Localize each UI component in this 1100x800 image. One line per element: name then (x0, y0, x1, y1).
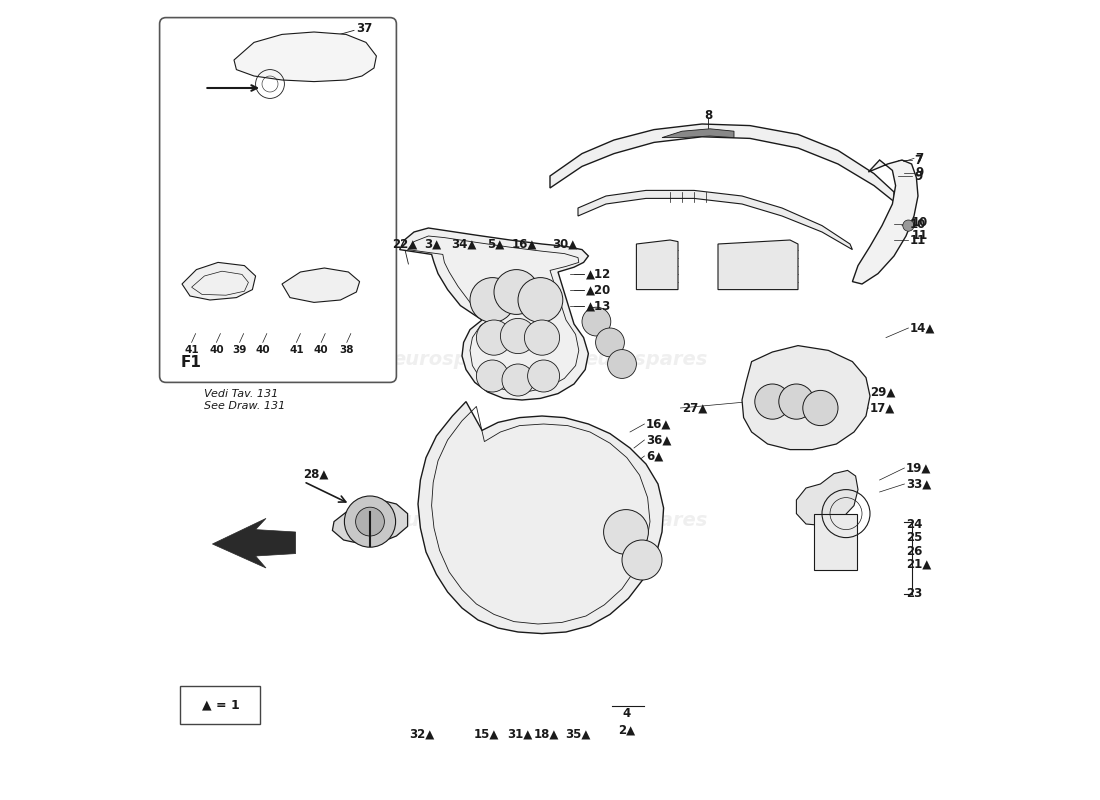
Text: 39: 39 (232, 345, 246, 354)
Circle shape (344, 496, 396, 547)
Text: 15▲: 15▲ (473, 727, 498, 740)
Polygon shape (399, 228, 588, 400)
Circle shape (476, 360, 508, 392)
Text: eurospares: eurospares (393, 510, 516, 530)
Text: ▲13: ▲13 (586, 299, 612, 312)
Text: 38: 38 (340, 345, 354, 354)
Text: 28▲: 28▲ (304, 467, 329, 480)
Text: ▲12: ▲12 (586, 267, 612, 280)
Polygon shape (182, 262, 255, 300)
Text: 10: 10 (912, 216, 927, 229)
Text: 9: 9 (915, 166, 924, 179)
Text: 27▲: 27▲ (682, 402, 707, 414)
Text: 17▲: 17▲ (870, 402, 895, 414)
FancyBboxPatch shape (179, 686, 261, 724)
Polygon shape (718, 240, 798, 290)
Circle shape (470, 278, 515, 322)
Circle shape (502, 364, 534, 396)
Text: 19▲: 19▲ (906, 462, 932, 474)
Circle shape (476, 320, 512, 355)
Polygon shape (550, 124, 894, 202)
FancyBboxPatch shape (814, 514, 857, 570)
Polygon shape (332, 500, 408, 544)
Circle shape (779, 384, 814, 419)
Text: eurospares: eurospares (584, 350, 707, 370)
Text: 32▲: 32▲ (409, 727, 434, 740)
Circle shape (518, 278, 563, 322)
Text: 9: 9 (914, 170, 922, 182)
Circle shape (803, 390, 838, 426)
Circle shape (494, 270, 539, 314)
Circle shape (582, 307, 610, 336)
Text: 5▲: 5▲ (487, 238, 504, 250)
Text: 35▲: 35▲ (565, 727, 591, 740)
Text: eurospares: eurospares (393, 350, 516, 370)
Polygon shape (418, 402, 663, 634)
Text: eurospares: eurospares (584, 510, 707, 530)
Text: 22▲: 22▲ (392, 238, 417, 250)
Text: 40: 40 (255, 345, 271, 354)
Text: 37: 37 (356, 22, 373, 34)
Text: See Draw. 131: See Draw. 131 (205, 401, 286, 410)
Polygon shape (742, 346, 870, 450)
Circle shape (595, 328, 625, 357)
Text: 30▲: 30▲ (552, 238, 578, 250)
Polygon shape (662, 129, 734, 138)
Circle shape (500, 318, 536, 354)
Polygon shape (212, 518, 296, 568)
Text: 41: 41 (185, 345, 199, 354)
Text: ▲20: ▲20 (586, 283, 612, 296)
Text: 3▲: 3▲ (425, 238, 442, 250)
Text: 25: 25 (906, 531, 923, 544)
FancyBboxPatch shape (160, 18, 396, 382)
Circle shape (604, 510, 648, 554)
Text: 40: 40 (314, 345, 329, 354)
Polygon shape (234, 32, 376, 82)
Text: 34▲: 34▲ (451, 238, 476, 250)
Text: 14▲: 14▲ (910, 322, 935, 334)
Text: 16▲: 16▲ (646, 418, 671, 430)
Circle shape (525, 320, 560, 355)
Text: 11: 11 (910, 234, 926, 246)
Text: 41: 41 (289, 345, 304, 354)
Text: ▲ = 1: ▲ = 1 (201, 698, 240, 711)
Text: 8: 8 (704, 109, 713, 122)
Polygon shape (852, 160, 918, 284)
Circle shape (755, 384, 790, 419)
Text: F1: F1 (180, 355, 201, 370)
Text: 24: 24 (906, 518, 923, 530)
Text: 7: 7 (914, 154, 922, 166)
Text: 10: 10 (910, 218, 926, 230)
Circle shape (528, 360, 560, 392)
Text: 11: 11 (912, 229, 927, 242)
Polygon shape (282, 268, 360, 302)
Text: 16▲: 16▲ (512, 238, 537, 250)
Text: 26: 26 (906, 545, 923, 558)
Text: 21▲: 21▲ (906, 558, 932, 570)
Polygon shape (637, 240, 678, 290)
Text: 31▲: 31▲ (507, 727, 532, 740)
Polygon shape (796, 470, 858, 526)
Text: 2▲: 2▲ (618, 723, 636, 736)
Text: 7: 7 (915, 152, 924, 165)
Text: 23: 23 (906, 587, 922, 600)
Text: 33▲: 33▲ (906, 478, 932, 490)
Circle shape (607, 350, 637, 378)
Circle shape (355, 507, 384, 536)
Text: 4: 4 (623, 707, 631, 720)
Text: 6▲: 6▲ (646, 450, 663, 462)
Text: 40: 40 (209, 345, 223, 354)
Text: 29▲: 29▲ (870, 386, 895, 398)
Text: 36▲: 36▲ (646, 434, 671, 446)
Polygon shape (578, 190, 852, 250)
Text: 18▲: 18▲ (534, 727, 559, 740)
Circle shape (621, 540, 662, 580)
Text: Vedi Tav. 131: Vedi Tav. 131 (205, 389, 278, 398)
Circle shape (903, 220, 914, 231)
